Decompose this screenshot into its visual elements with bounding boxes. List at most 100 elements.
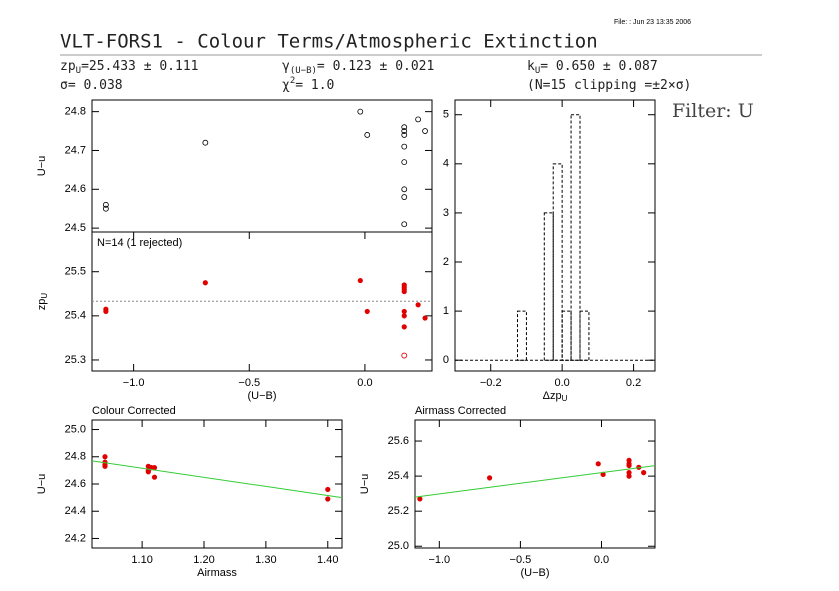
x-tick-label: 1.20 [193, 554, 214, 566]
x-axis-label: (U−B) [247, 390, 276, 402]
x-axis-label-main: Δzp [543, 390, 562, 402]
panel-title: Colour Corrected [92, 405, 176, 417]
y-tick-label: 4 [443, 158, 449, 170]
histogram-bar [517, 310, 527, 361]
y-tick-label: 25.6 [388, 435, 409, 447]
data-point [626, 473, 632, 479]
data-point [357, 277, 363, 284]
y-tick-label: 24.5 [65, 222, 86, 234]
y-axis-label: U−u [36, 156, 48, 177]
y-tick-label: 25.2 [388, 505, 409, 517]
y-tick-label: 2 [443, 256, 449, 268]
plot-frame [454, 99, 656, 372]
data-point [422, 128, 428, 134]
data-point [401, 132, 408, 138]
y-tick-label: 25.4 [65, 310, 86, 322]
x-tick-label: −0.5 [510, 554, 532, 566]
stat-main: (N=15 clipping =±2×σ) [527, 78, 691, 93]
x-axis-label-main: (U−B) [247, 390, 276, 402]
stat-sup: 2 [290, 76, 295, 86]
stat-rest: =25.433 ± 0.111 [81, 59, 198, 74]
stat-rest: = 0.650 ± 0.087 [540, 59, 657, 74]
x-axis-label: (U−B) [520, 567, 549, 579]
data-point [401, 159, 408, 166]
histogram-bar [552, 163, 563, 361]
filter-label: Filter: U [672, 100, 754, 122]
data-point [401, 143, 408, 150]
x-tick-label: 1.30 [255, 554, 276, 566]
x-axis-label: Airmass [197, 567, 237, 579]
x-axis-label-main: Airmass [197, 567, 237, 579]
stat-sub: U [535, 66, 540, 76]
data-point [202, 280, 208, 286]
histogram-bar [579, 310, 590, 361]
y-tick-label: 24.7 [65, 144, 86, 156]
y-tick-label: 24.8 [65, 451, 86, 463]
stat: zpU=25.433 ± 0.111 [60, 59, 198, 76]
stat: kU= 0.650 ± 0.087 [527, 59, 658, 76]
y-tick-label: 24.6 [65, 478, 86, 490]
data-point [102, 205, 109, 212]
y-tick-label: 25.4 [388, 470, 409, 482]
y-tick-label: 24.4 [65, 505, 86, 517]
data-point [401, 124, 408, 131]
y-tick-label: 24.2 [65, 532, 86, 544]
data-point [401, 288, 407, 295]
x-tick-label: −1.0 [123, 377, 145, 389]
data-point [626, 462, 632, 469]
data-point [145, 469, 151, 475]
data-point [401, 186, 408, 193]
data-point [401, 313, 407, 319]
stat-sub: (U−B) [290, 66, 317, 76]
data-point [417, 496, 423, 502]
x-axis-label: ΔzpU [543, 390, 568, 403]
data-point [641, 470, 647, 476]
y-tick-label: 3 [443, 207, 449, 219]
data-point [364, 132, 371, 138]
data-point [102, 201, 109, 208]
data-point [151, 474, 158, 480]
x-tick-label: 0.0 [594, 554, 609, 566]
stat-main: χ [282, 78, 290, 93]
stat-rest: = 1.0 [295, 78, 334, 93]
y-tick-label: 25.3 [65, 354, 86, 366]
data-point [422, 315, 428, 321]
annotation: N=14 (1 rejected) [97, 237, 182, 249]
y-axis-label-sub: U [40, 293, 49, 299]
data-point [401, 284, 407, 290]
stat-sub: U [76, 66, 81, 76]
y-axis-label-main: U−u [359, 474, 371, 495]
data-point [401, 352, 408, 359]
data-point [102, 454, 108, 460]
histogram-bar [570, 114, 581, 361]
x-tick-label: 0.0 [554, 377, 569, 389]
data-point [486, 475, 493, 481]
y-tick-label: 24.8 [65, 106, 86, 118]
data-point [202, 139, 209, 146]
stat: χ2= 1.0 [282, 76, 334, 93]
x-tick-label: −1.0 [428, 554, 450, 566]
data-point [325, 496, 331, 502]
histogram-bar [543, 212, 554, 361]
y-tick-label: 24.6 [65, 183, 86, 195]
file-info: File: : Jun 23 13:35 2006 [614, 19, 691, 26]
y-axis-label-main: U−u [36, 156, 48, 177]
data-point [401, 194, 408, 200]
y-axis-label: zpU [36, 293, 49, 311]
stat-rest: = 0.123 ± 0.021 [317, 59, 434, 74]
x-tick-label: 0.2 [626, 377, 641, 389]
x-tick-label: −0.5 [238, 377, 260, 389]
stat-main: γ [282, 59, 290, 74]
data-point [415, 302, 421, 308]
x-axis-label-sub: U [562, 394, 568, 403]
y-tick-label: 25.5 [65, 266, 86, 278]
y-tick-label: 25.0 [65, 423, 86, 435]
y-tick-label: 5 [443, 109, 449, 121]
data-point [401, 128, 408, 134]
stat-main: k [527, 59, 535, 74]
x-tick-label: 1.40 [317, 554, 338, 566]
data-point [357, 108, 364, 115]
panel-title: Airmass Corrected [415, 405, 506, 417]
y-tick-label: 25.0 [388, 540, 409, 552]
plot-frame [91, 99, 433, 233]
